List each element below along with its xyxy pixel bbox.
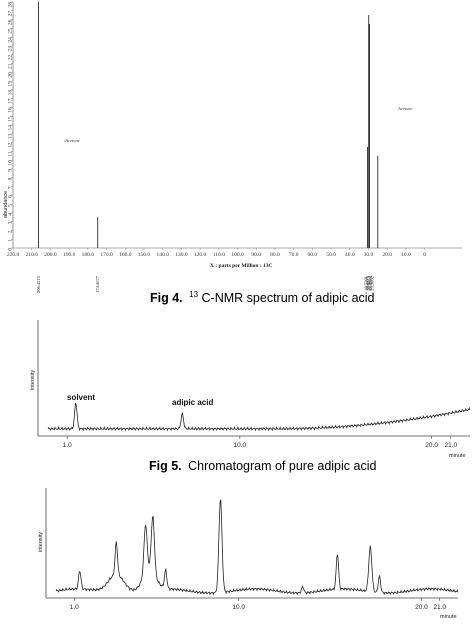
nmr-y-tick-label: 27 bbox=[8, 11, 14, 17]
nmr-x-tick-label: 180.0 bbox=[82, 252, 95, 258]
chrom2-x-tick-label: 10.0 bbox=[232, 604, 245, 611]
chrom2-x-tick-label: 1.0 bbox=[70, 604, 79, 611]
chromatogram-sample: intensity 1.0 10.0 20.0 21.0 minute bbox=[38, 488, 459, 620]
nmr-y-tick-label: 6 bbox=[8, 195, 14, 198]
nmr-y-tick-label: 1 bbox=[8, 239, 14, 242]
nmr-x-tick-label: 130.0 bbox=[175, 252, 188, 258]
nmr-y-axis-title: abundance bbox=[3, 191, 9, 218]
chrom2-y-axis-title: intensity bbox=[38, 532, 44, 552]
chrom2-x-axis-title: minute bbox=[440, 614, 457, 620]
chrom2-x-tick-label: 21.0 bbox=[433, 604, 446, 611]
nmr-y-tick-label: 5 bbox=[8, 204, 14, 207]
fig5-caption-text: Chromatogram of pure adipic acid bbox=[188, 459, 376, 473]
chrom1-y-axis-title: intensity bbox=[30, 370, 36, 390]
nmr-peak-shift-label: 29.3052 bbox=[370, 276, 375, 291]
nmr-y-tick-label: 21 bbox=[8, 63, 14, 69]
nmr-x-tick-label: 20.0 bbox=[382, 252, 392, 258]
nmr-peak-shift-label: 206.4213 bbox=[36, 275, 41, 293]
nmr-x-tick-label: 70.0 bbox=[289, 252, 299, 258]
chrom1-x-axis-title: minute bbox=[449, 453, 466, 459]
nmr-peak-shift-label: 29.4953 bbox=[368, 275, 373, 290]
nmr-y-tick-label: 2 bbox=[8, 230, 14, 233]
nmr-y-tick-label: 17 bbox=[8, 98, 14, 104]
nmr-y-tick-label: 19 bbox=[8, 81, 14, 87]
fig5-caption-prefix: Fig 5. bbox=[149, 459, 182, 473]
nmr-peak-shift-label: 30.5201 bbox=[364, 276, 369, 291]
nmr-y-tick-label: 8 bbox=[8, 177, 14, 180]
nmr-x-tick-label: 110.0 bbox=[213, 252, 225, 258]
nmr-x-tick-label: 150.0 bbox=[138, 252, 151, 258]
nmr-x-tick-label: 80.0 bbox=[270, 252, 280, 258]
nmr-y-tick-label: 28 bbox=[8, 2, 14, 8]
nmr-peak-annotation-right: Acetone bbox=[397, 106, 413, 111]
chrom1-label-adipic-acid: adipic acid bbox=[172, 398, 213, 407]
nmr-y-tick-label: 3 bbox=[8, 221, 14, 224]
nmr-x-tick-label: 90.0 bbox=[251, 252, 261, 258]
nmr-x-tick-label: 140.0 bbox=[156, 252, 169, 258]
nmr-x-tick-label: 220.0 bbox=[7, 252, 20, 258]
nmr-spectrum: 0123456789101112131415161718192021222324… bbox=[3, 2, 462, 293]
nmr-x-tick-label: 40.0 bbox=[345, 252, 355, 258]
nmr-x-tick-label: 160.0 bbox=[119, 252, 132, 258]
nmr-x-tick-label: 50.0 bbox=[326, 252, 336, 258]
nmr-x-tick-label: 60.0 bbox=[308, 252, 318, 258]
nmr-y-tick-label: 24 bbox=[8, 37, 14, 43]
nmr-y-tick-label: 10 bbox=[8, 160, 14, 166]
chrom1-trace bbox=[47, 402, 471, 432]
nmr-peak-shift-label: 29.8853 bbox=[367, 275, 372, 290]
nmr-x-tick-label: 200.0 bbox=[44, 252, 57, 258]
fig4-caption: Fig 4. 13 C-NMR spectrum of adipic acid bbox=[150, 286, 375, 305]
nmr-y-tick-label: 11 bbox=[8, 151, 14, 157]
nmr-y-tick-label: 14 bbox=[8, 125, 14, 131]
nmr-y-tick-label: 9 bbox=[8, 169, 14, 172]
nmr-y-tick-label: 7 bbox=[8, 186, 14, 189]
fig4-caption-text: C-NMR spectrum of adipic acid bbox=[202, 291, 375, 305]
fig4-caption-prefix: Fig 4. bbox=[150, 291, 183, 305]
nmr-y-tick-label: 18 bbox=[8, 90, 14, 96]
nmr-peak-shift-label: 174.4677 bbox=[95, 275, 100, 293]
nmr-x-axis-title: X : parts per Million : 13C bbox=[210, 263, 273, 269]
chrom1-x-tick-label: 20.0 bbox=[425, 442, 438, 449]
nmr-x-tick-label: 120.0 bbox=[194, 252, 207, 258]
nmr-y-tick-label: 26 bbox=[8, 19, 14, 25]
nmr-y-tick-label: 12 bbox=[8, 142, 14, 148]
nmr-y-tick-label: 23 bbox=[8, 46, 14, 52]
nmr-y-tick-label: 20 bbox=[8, 72, 14, 78]
nmr-x-tick-label: 210.0 bbox=[26, 252, 39, 258]
fig5-caption: Fig 5. Chromatogram of pure adipic acid bbox=[149, 459, 376, 473]
chrom1-x-tick-label: 21.0 bbox=[444, 442, 457, 449]
nmr-x-tick-label: 30.0 bbox=[364, 252, 374, 258]
chrom1-x-tick-label: 1.0 bbox=[63, 442, 72, 449]
chrom1-label-solvent: solvent bbox=[67, 393, 95, 402]
nmr-peak-shift-label: 30.0373 bbox=[365, 275, 370, 290]
nmr-x-tick-label: 190.0 bbox=[63, 252, 76, 258]
nmr-y-tick-label: 0 bbox=[8, 248, 14, 251]
chromatogram-pure: intensity 1.0 10.0 20.0 21.0 solvent adipic… bbox=[30, 320, 471, 459]
nmr-y-tick-label: 22 bbox=[8, 54, 14, 60]
chrom1-x-tick-label: 10.0 bbox=[233, 442, 246, 449]
nmr-x-tick-label: 0 bbox=[423, 252, 426, 258]
nmr-y-tick-label: 25 bbox=[8, 28, 14, 34]
chrom2-x-tick-label: 20.0 bbox=[415, 604, 428, 611]
nmr-y-tick-label: 4 bbox=[8, 213, 14, 216]
nmr-peak-annotation-left: /Acetone bbox=[63, 138, 80, 143]
nmr-y-tick-label: 13 bbox=[8, 134, 14, 140]
fig4-caption-superscript: 13 bbox=[189, 290, 198, 299]
nmr-y-tick-label: 16 bbox=[8, 107, 14, 113]
nmr-y-tick-label: 15 bbox=[8, 116, 14, 122]
nmr-x-tick-label: 10.0 bbox=[401, 252, 411, 258]
nmr-x-tick-label: 170.0 bbox=[100, 252, 113, 258]
nmr-x-tick-label: 100.0 bbox=[231, 252, 244, 258]
chrom2-trace bbox=[55, 498, 459, 596]
